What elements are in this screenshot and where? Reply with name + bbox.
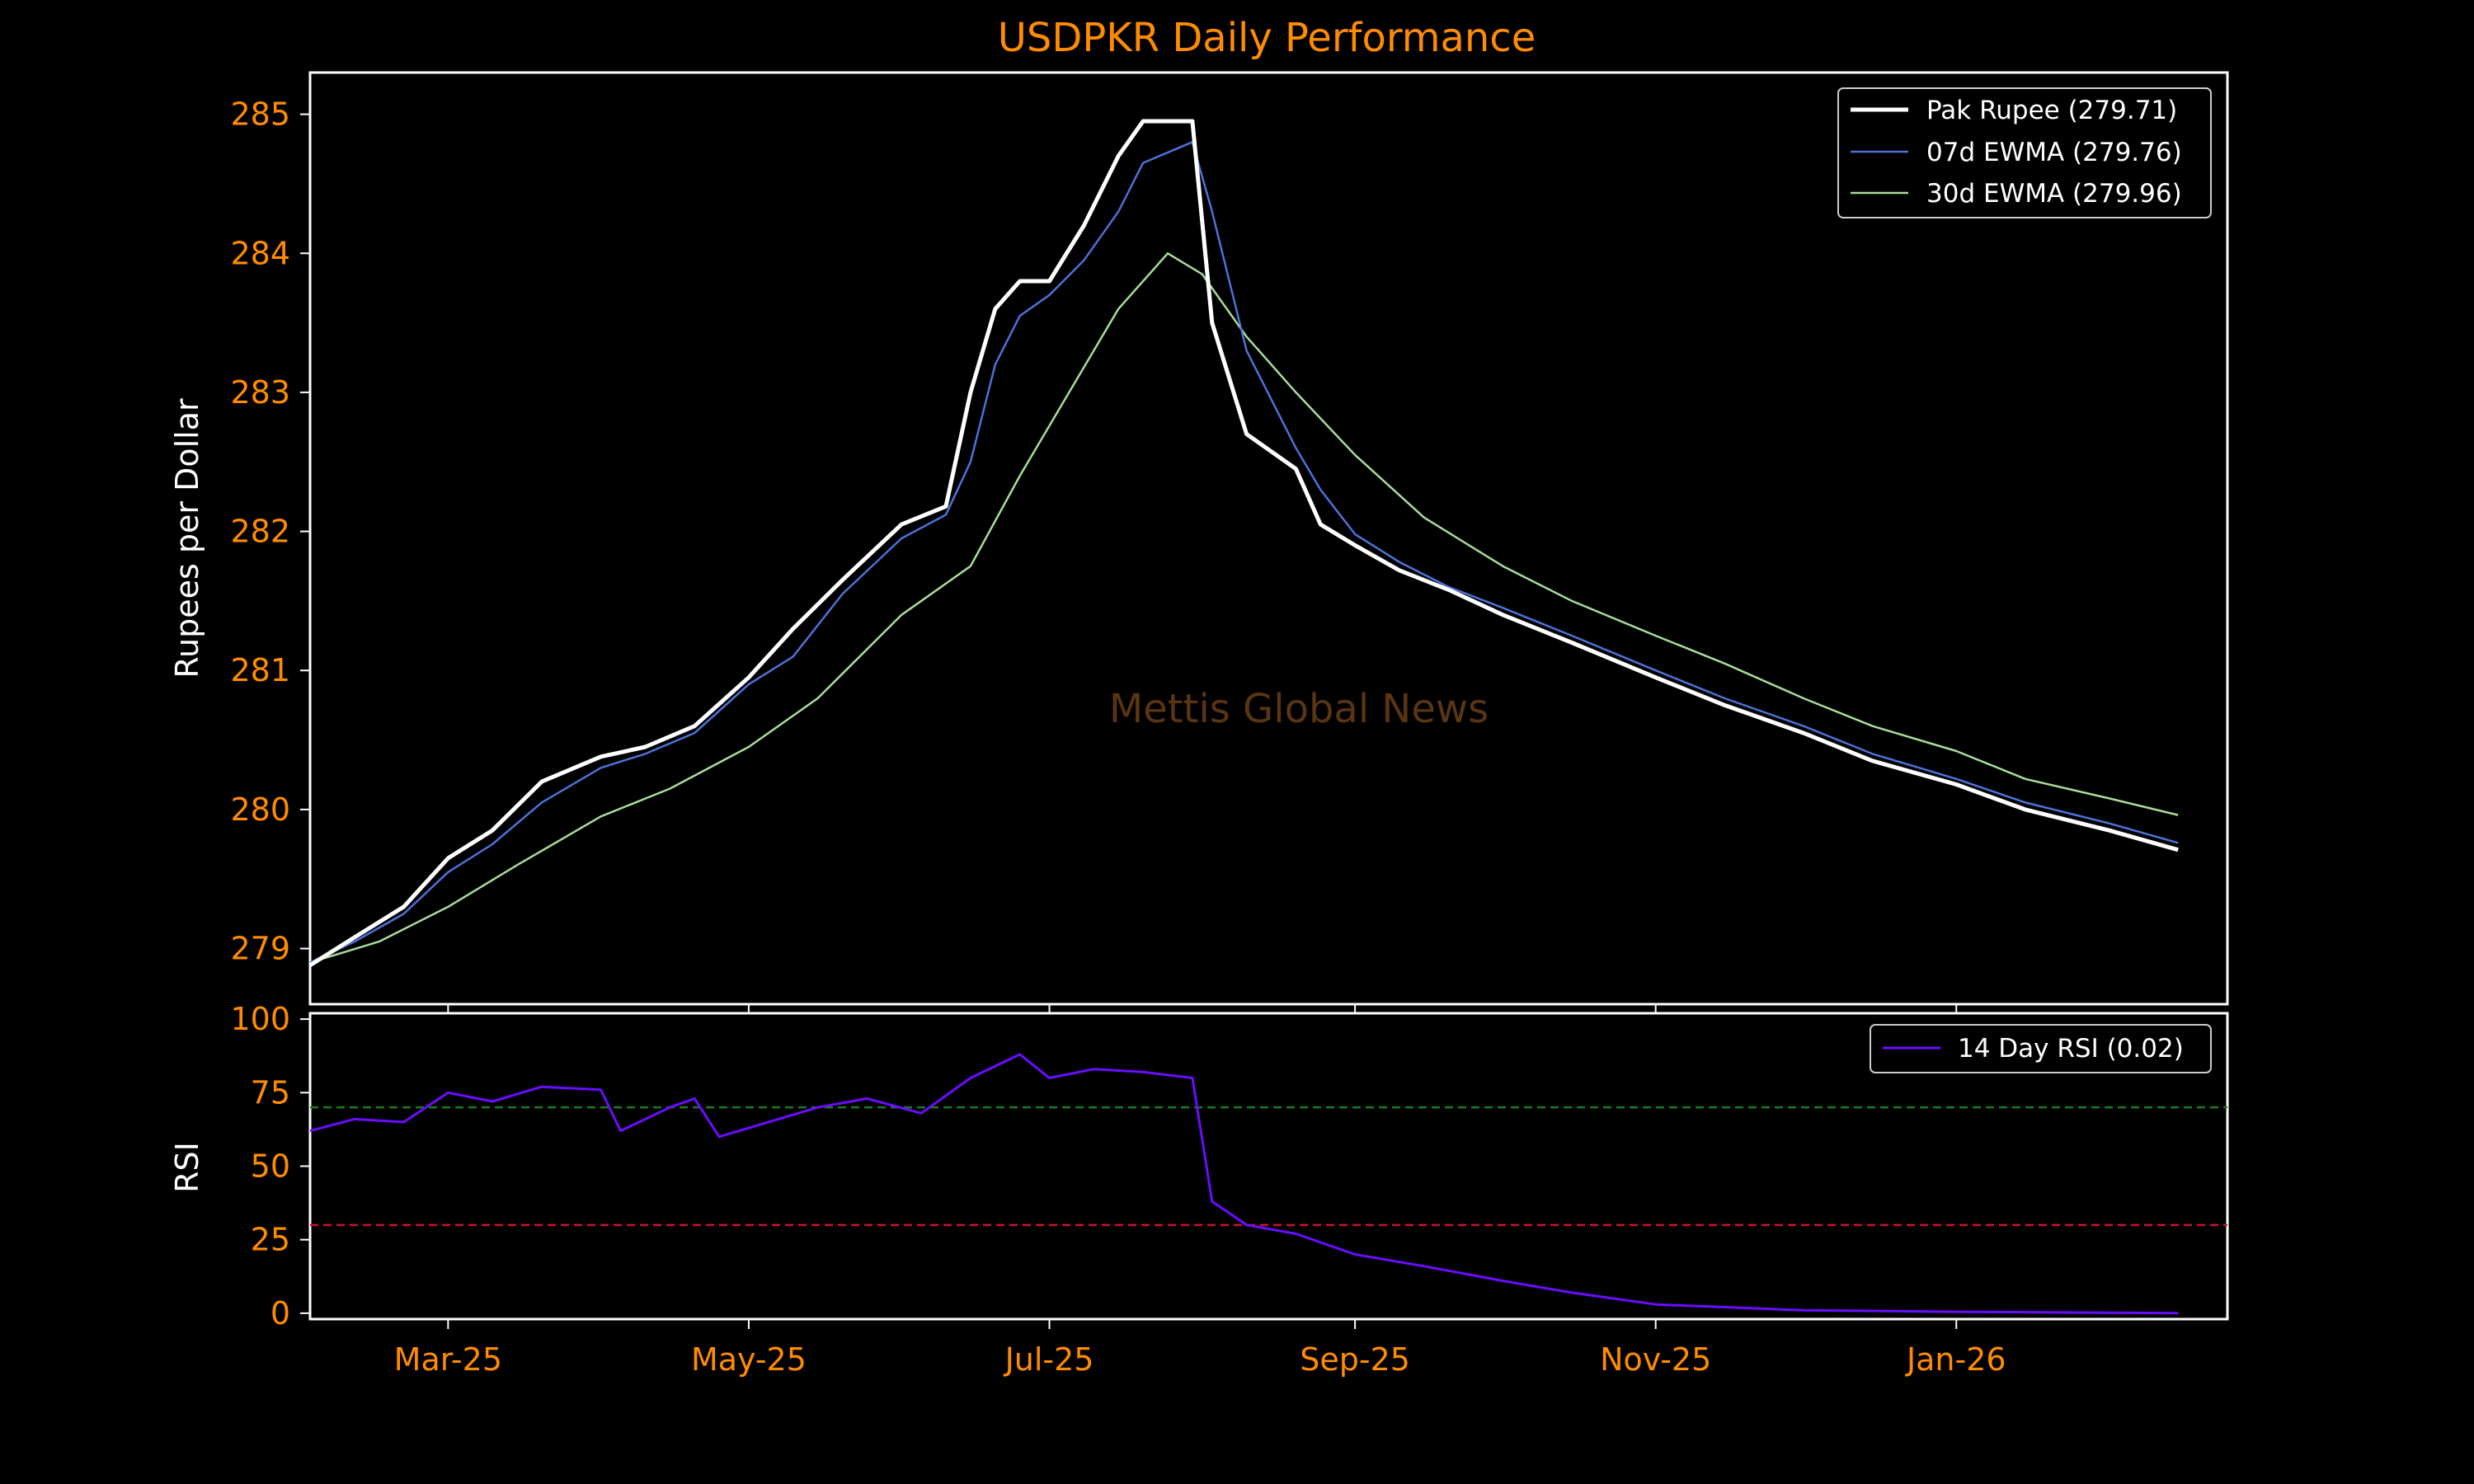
price-ytick-label: 280 [230, 791, 290, 828]
price-ytick-label: 281 [230, 652, 290, 688]
series-line-ewma30 [309, 252, 2179, 964]
x-tick-label: May-25 [691, 1341, 807, 1378]
rsi-legend-box [1870, 1024, 2212, 1073]
price-legend-box [1837, 87, 2212, 218]
legend-label-rsi: 14 Day RSI (0.02) [1958, 1034, 2184, 1064]
price-ytick-label: 284 [230, 235, 290, 271]
price-legend: Pak Rupee (279.71) 07d EWMA (279.76) 30d… [1837, 87, 2212, 218]
rsi-y-axis: 0 25 50 75 100 [230, 1001, 310, 1331]
rsi-ytick-label: 0 [270, 1295, 290, 1331]
x-axis: Mar-25 May-25 Jul-25 Sep-25 Nov-25 Jan-26 [394, 1004, 2006, 1378]
legend-label-ewma7: 07d EWMA (279.76) [1926, 138, 2182, 167]
price-plot-area [308, 119, 2179, 967]
rsi-plot-area [309, 1053, 2227, 1315]
series-line-rsi [309, 1053, 2179, 1315]
x-tick-label: Jul-25 [1004, 1341, 1094, 1378]
rsi-ytick-label: 25 [251, 1222, 290, 1258]
series-line-price [308, 119, 2179, 967]
price-panel-frame [308, 71, 2229, 1006]
rsi-legend: 14 Day RSI (0.02) [1870, 1024, 2212, 1073]
price-ytick-label: 279 [230, 931, 290, 967]
series-line-ewma7 [309, 141, 2179, 964]
price-ytick-label: 283 [230, 374, 290, 411]
rsi-y-axis-label: RSI [169, 1142, 205, 1193]
rsi-ytick-label: 100 [230, 1001, 290, 1037]
rsi-ytick-label: 75 [251, 1074, 290, 1111]
watermark-text: Mettis Global News [1109, 686, 1489, 732]
price-y-axis-label: Rupees per Dollar [169, 398, 205, 679]
x-tick-label: Jan-26 [1905, 1341, 2006, 1378]
price-ytick-label: 285 [230, 96, 290, 133]
x-tick-label: Mar-25 [394, 1341, 502, 1378]
rsi-ytick-label: 50 [251, 1148, 290, 1185]
legend-label-price: Pak Rupee (279.71) [1926, 96, 2177, 125]
price-ytick-label: 282 [230, 514, 290, 550]
x-tick-label: Sep-25 [1300, 1341, 1410, 1378]
x-tick-label: Nov-25 [1600, 1341, 1711, 1378]
chart-title: USDPKR Daily Performance [998, 15, 1536, 61]
price-y-axis: 279 280 281 282 283 284 285 [230, 96, 310, 967]
legend-label-ewma30: 30d EWMA (279.96) [1926, 179, 2182, 209]
